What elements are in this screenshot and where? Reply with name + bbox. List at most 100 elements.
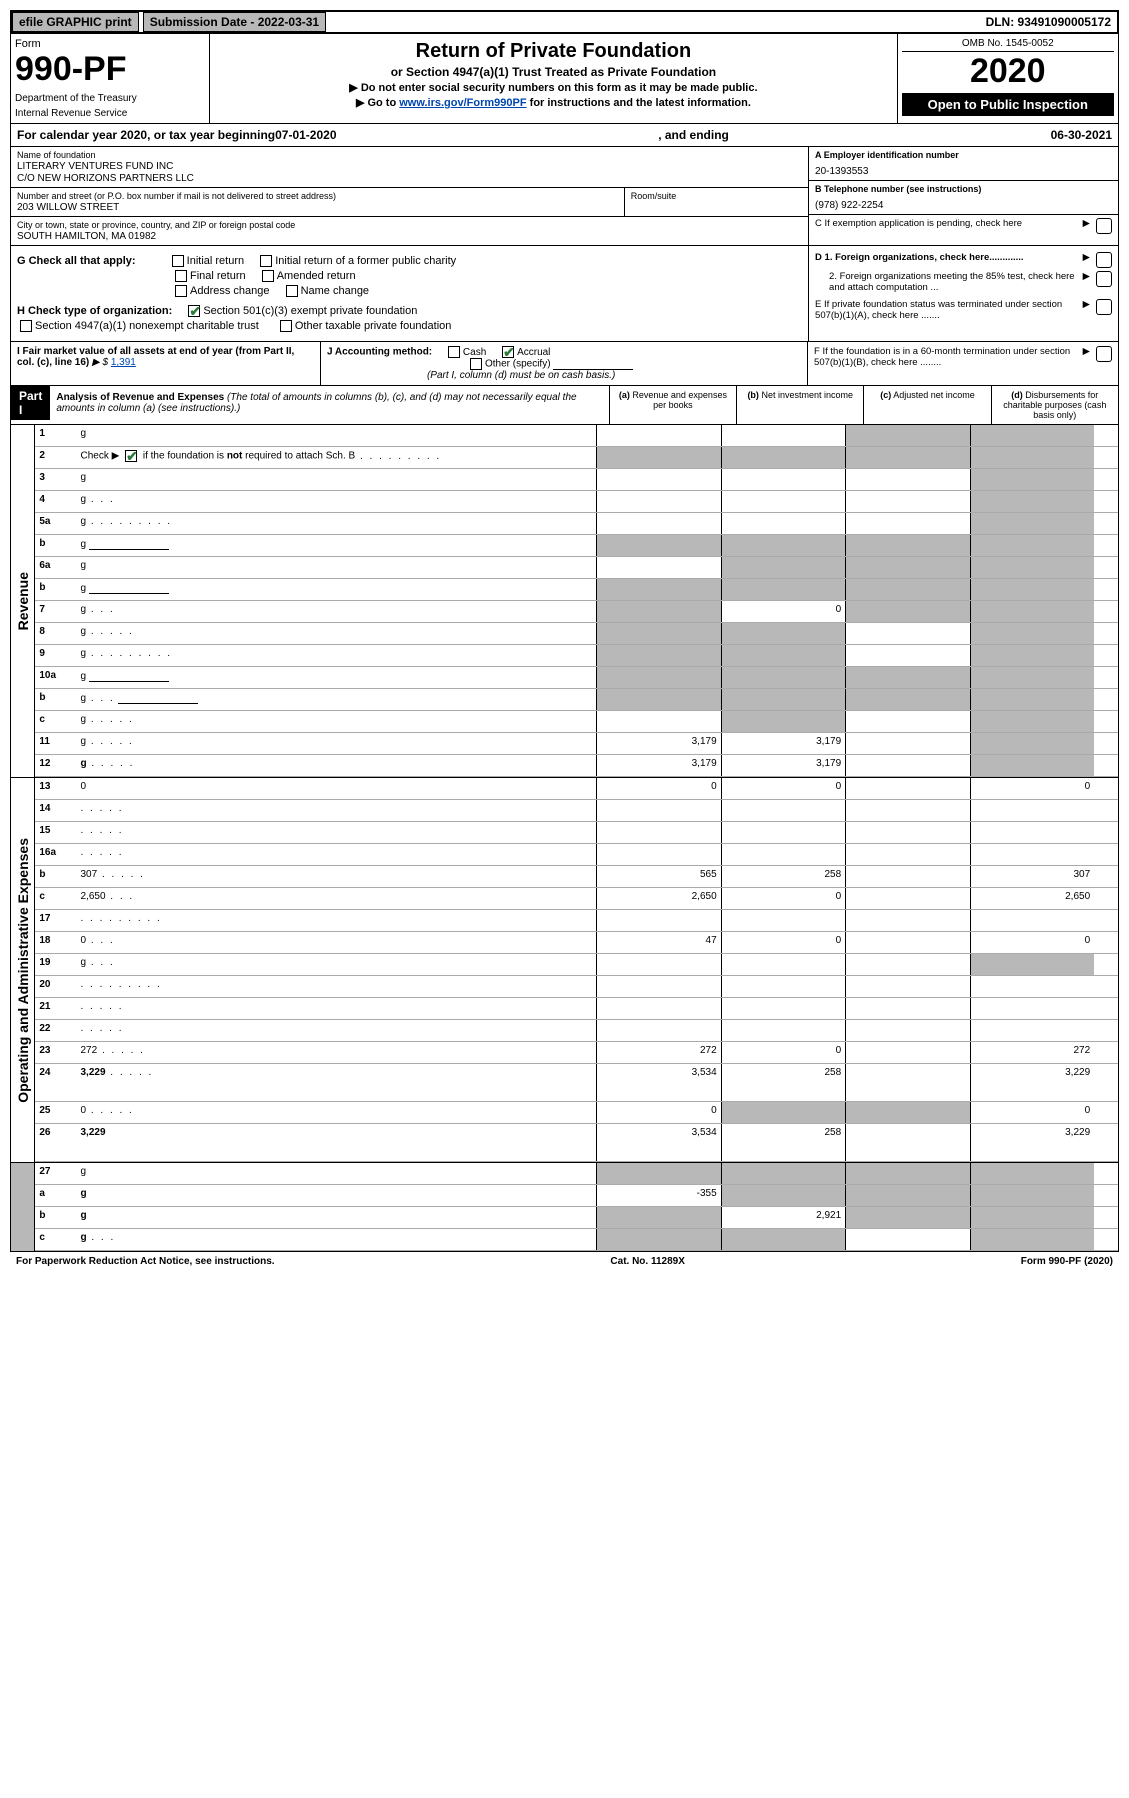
- cell-grey: [721, 667, 846, 688]
- line-no: 27: [35, 1163, 76, 1184]
- cell-grey: [970, 1185, 1095, 1206]
- line-desc: g: [76, 645, 596, 666]
- line-desc: g: [76, 1229, 596, 1250]
- line-no: 19: [35, 954, 76, 975]
- footer-left: For Paperwork Reduction Act Notice, see …: [16, 1256, 275, 1267]
- cell-grey: [845, 1185, 970, 1206]
- ck-501c3[interactable]: [188, 305, 200, 317]
- line-desc: g: [76, 425, 596, 446]
- j-note: (Part I, column (d) must be on cash basi…: [427, 370, 801, 381]
- cell-grey: [845, 689, 970, 710]
- cell-grey: [845, 425, 970, 446]
- e-checkbox[interactable]: [1096, 299, 1112, 315]
- line-desc: g: [76, 733, 596, 754]
- cell-grey: [970, 711, 1095, 732]
- cell-value: [721, 1020, 846, 1041]
- ck-accrual[interactable]: [502, 346, 514, 358]
- cell-value: [845, 866, 970, 887]
- cell-grey: [970, 425, 1095, 446]
- schb-checkbox[interactable]: [125, 450, 137, 462]
- d2-label: 2. Foreign organizations meeting the 85%…: [815, 271, 1081, 293]
- cell-value: [845, 778, 970, 799]
- d1-checkbox[interactable]: [1096, 252, 1112, 268]
- cell-grey: [970, 535, 1095, 556]
- cell-value: [845, 623, 970, 644]
- line-desc: g: [76, 601, 596, 622]
- h-label: H Check type of organization:: [17, 305, 172, 317]
- cell-value: 3,229: [970, 1124, 1095, 1161]
- revenue-side-label: Revenue: [11, 425, 35, 777]
- dln: DLN: 93491090005172: [980, 13, 1117, 31]
- table-row: 2Check ▶ if the foundation is not requir…: [35, 447, 1118, 469]
- ck-name[interactable]: [286, 285, 298, 297]
- expenses-side-label: Operating and Administrative Expenses: [11, 778, 35, 1162]
- table-row: bg: [35, 535, 1118, 557]
- line-no: 24: [35, 1064, 76, 1101]
- cell-value: 0: [721, 601, 846, 622]
- cell-value: [970, 822, 1095, 843]
- col-a-head: (a) (a) Revenue and expenses per booksRe…: [609, 386, 736, 424]
- tel-value: (978) 922-2254: [815, 200, 1112, 211]
- cell-value: [721, 844, 846, 865]
- cell-value: [721, 425, 846, 446]
- ck-address[interactable]: [175, 285, 187, 297]
- cell-value: 2,650: [596, 888, 721, 909]
- line-desc: 2,650: [76, 888, 596, 909]
- table-row: 27g: [35, 1163, 1118, 1185]
- cell-value: [596, 844, 721, 865]
- line-no: 18: [35, 932, 76, 953]
- cell-value: [845, 822, 970, 843]
- table-row: 12g3,1793,179: [35, 755, 1118, 777]
- checkbox-section: G Check all that apply: Initial return I…: [10, 246, 1119, 342]
- ck-other-taxable[interactable]: [280, 320, 292, 332]
- line-desc: 0: [76, 1102, 596, 1123]
- cell-value: [596, 425, 721, 446]
- d1-label: D 1. Foreign organizations, check here..…: [815, 252, 1081, 263]
- ck-other-method[interactable]: [470, 358, 482, 370]
- main-table: Revenue 1g2Check ▶ if the foundation is …: [10, 425, 1119, 1252]
- d2-checkbox[interactable]: [1096, 271, 1112, 287]
- line-desc: 272: [76, 1042, 596, 1063]
- part1-header-row: Part I Analysis of Revenue and Expenses …: [10, 386, 1119, 425]
- cell-value: [596, 910, 721, 931]
- line-no: 4: [35, 491, 76, 512]
- efile-btn[interactable]: efile GRAPHIC print: [12, 12, 139, 32]
- cell-value: [721, 469, 846, 490]
- c-checkbox[interactable]: [1096, 218, 1112, 234]
- line-no: 3: [35, 469, 76, 490]
- table-row: 21: [35, 998, 1118, 1020]
- cell-value: [845, 1020, 970, 1041]
- line-no: 23: [35, 1042, 76, 1063]
- cell-value: [845, 733, 970, 754]
- cell-value: [721, 800, 846, 821]
- line-no: a: [35, 1185, 76, 1206]
- form-link[interactable]: www.irs.gov/Form990PF: [399, 97, 526, 109]
- cell-grey: [721, 535, 846, 556]
- cell-grey: [721, 1185, 846, 1206]
- line-no: b: [35, 535, 76, 556]
- ck-initial[interactable]: [172, 255, 184, 267]
- instr-1: ▶ Do not enter social security numbers o…: [216, 81, 890, 94]
- line-no: b: [35, 866, 76, 887]
- ck-final[interactable]: [175, 270, 187, 282]
- f-checkbox[interactable]: [1096, 346, 1112, 362]
- open-inspection: Open to Public Inspection: [902, 93, 1114, 116]
- subtitle: or Section 4947(a)(1) Trust Treated as P…: [216, 65, 890, 79]
- ck-4947[interactable]: [20, 320, 32, 332]
- city-label: City or town, state or province, country…: [17, 220, 802, 230]
- cell-value: 3,534: [596, 1124, 721, 1161]
- line-no: b: [35, 579, 76, 600]
- cell-value: 3,179: [596, 733, 721, 754]
- table-row: 25000: [35, 1102, 1118, 1124]
- ck-initial-former[interactable]: [260, 255, 272, 267]
- foundation-name-1: LITERARY VENTURES FUND INC: [17, 161, 802, 172]
- j-label: J Accounting method:: [327, 347, 432, 358]
- ck-cash[interactable]: [448, 346, 460, 358]
- cell-grey: [970, 1229, 1095, 1250]
- ck-amended[interactable]: [262, 270, 274, 282]
- cell-value: [596, 711, 721, 732]
- cell-value: [970, 998, 1095, 1019]
- line-desc: 3,229: [76, 1064, 596, 1101]
- cell-value: 3,179: [721, 755, 846, 776]
- line-no: 11: [35, 733, 76, 754]
